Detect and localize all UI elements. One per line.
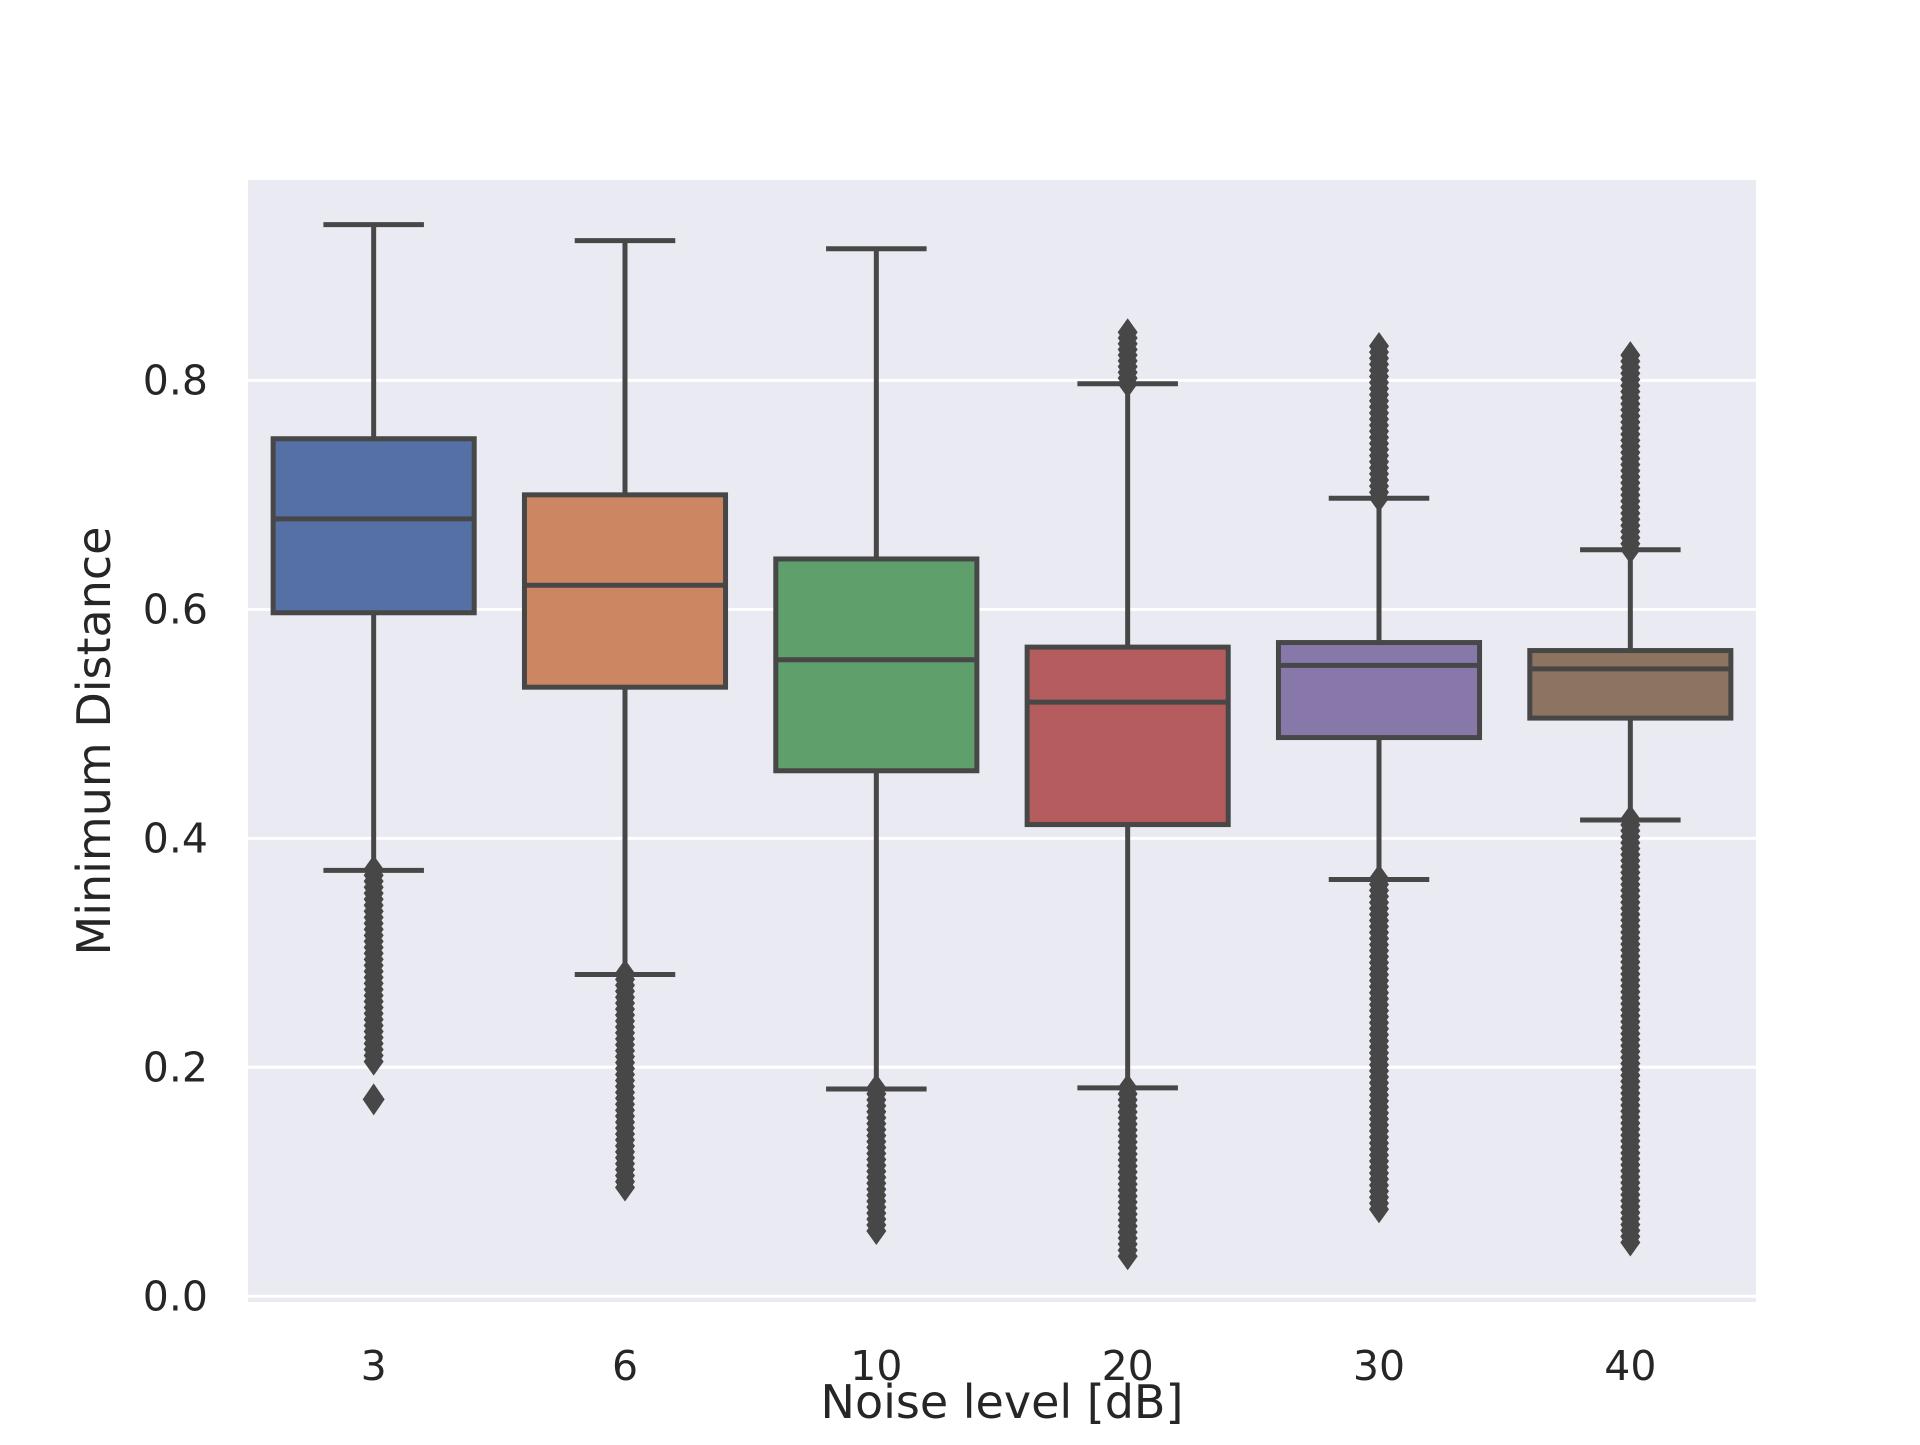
outlier-marker [866,1217,887,1246]
box-iqr [1024,644,1231,828]
box-iqr [1275,640,1483,741]
y-tick-label: 0.8 [143,356,208,404]
y-tick-label: 0.4 [143,814,208,862]
box-iqr [773,556,980,774]
outlier-marker [615,1173,635,1202]
box-group-40 [1527,341,1734,1257]
x-tick-label: 3 [361,1342,387,1390]
box-group-30 [1275,332,1483,1224]
box-group-6 [521,238,729,1202]
box-group-10 [773,246,980,1246]
outlier-marker [362,1083,385,1116]
outlier-marker [363,1047,384,1076]
y-tick-labels: 0.0 0.2 0.4 0.6 0.8 [143,356,208,1320]
x-axis-label: Noise level [dB] [821,1375,1184,1429]
box-iqr [270,436,477,616]
outlier-marker [1369,1195,1389,1224]
box-iqr [1527,648,1734,721]
box-iqr [521,492,729,690]
grid-layer [248,378,1756,1298]
x-tick-label: 20 [1102,1342,1154,1390]
box-layer [270,222,1734,1271]
outlier-marker [1620,1228,1641,1257]
y-tick-label: 0.2 [143,1043,208,1091]
plot-background [248,180,1756,1302]
x-tick-label: 40 [1604,1342,1656,1390]
x-tick-labels: 3 6 10 20 30 40 [361,1342,1657,1390]
outlier-marker [1117,1242,1138,1271]
x-tick-label: 30 [1353,1342,1405,1390]
box-group-3 [270,222,477,1116]
box-group-20 [1024,318,1231,1271]
y-tick-label: 0.0 [143,1272,208,1320]
y-axis-label: Minimum Distance [67,527,121,956]
x-tick-label: 6 [612,1342,638,1390]
x-tick-label: 10 [850,1342,902,1390]
y-tick-label: 0.6 [143,585,208,633]
